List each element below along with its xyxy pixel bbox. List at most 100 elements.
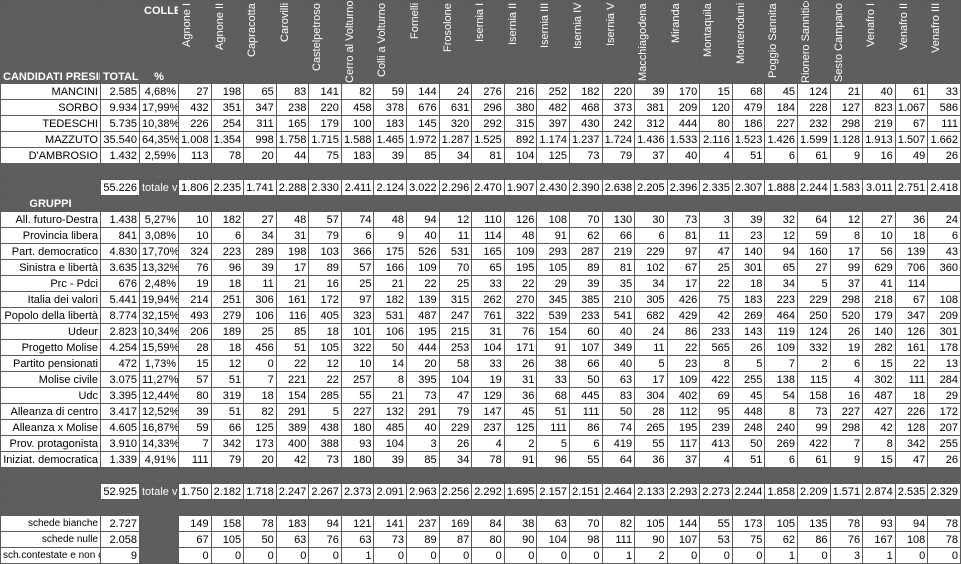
value-cell: 26 [504, 356, 537, 371]
value-cell: 269 [732, 308, 765, 323]
value-cell: 128 [895, 420, 928, 435]
value-cell: 149 [179, 516, 211, 531]
municipality-header: Isernia V [602, 1, 635, 83]
value-cell: 76 [179, 260, 211, 275]
value-cell: 676 [407, 100, 439, 115]
value-cell: 40 [602, 324, 635, 339]
value-cell: 11 [439, 228, 472, 243]
value-cell: 206 [179, 324, 211, 339]
value-cell: 178 [928, 340, 960, 355]
value-cell: 76 [504, 324, 537, 339]
value-cell: 182 [374, 292, 407, 307]
value-cell: 7 [765, 356, 797, 371]
group-row: Iniziat. democratica 1.339 4,91% 111 79 20 42 7… [1, 452, 960, 467]
value-cell: 1.750 [179, 484, 211, 499]
value-cell: 2.535 [895, 484, 928, 499]
value-cell: 468 [569, 100, 602, 115]
value-cell: 104 [537, 532, 569, 547]
value-cell: 12 [211, 356, 244, 371]
footer-total: 2.058 [101, 532, 139, 547]
value-cell: 1.718 [244, 484, 276, 499]
value-cell: 32 [765, 212, 797, 227]
value-cell: 140 [863, 324, 895, 339]
value-cell: 34 [635, 276, 667, 291]
municipality-header: Isernia I [472, 1, 504, 83]
value-cell: 270 [504, 292, 537, 307]
value-cell: 36 [504, 388, 537, 403]
value-cell: 37 [830, 276, 863, 291]
value-cell: 95 [700, 404, 732, 419]
value-cell: 154 [276, 388, 309, 403]
candidate-pct: 64,35% [140, 132, 178, 147]
value-cell: 182 [211, 212, 244, 227]
value-cell: 22 [667, 340, 700, 355]
value-cell: 9 [374, 228, 407, 243]
collegi-header: COLLEGI [144, 5, 178, 17]
group-total: 472 [101, 356, 139, 371]
group-pct: 32,15% [140, 308, 178, 323]
value-cell: 105 [211, 532, 244, 547]
value-cell: 132 [374, 404, 407, 419]
value-cell: 75 [700, 292, 732, 307]
value-cell: 33 [472, 356, 504, 371]
value-cell: 485 [374, 420, 407, 435]
value-cell: 139 [895, 244, 928, 259]
value-cell: 2.464 [602, 484, 635, 499]
value-cell: 1.662 [928, 132, 960, 147]
group-pct: 2,48% [140, 276, 178, 291]
value-cell: 17 [667, 276, 700, 291]
value-cell: 227 [765, 116, 797, 131]
value-cell: 2.874 [863, 484, 895, 499]
value-cell [928, 276, 960, 291]
value-cell: 31 [504, 372, 537, 387]
value-cell: 291 [407, 404, 439, 419]
value-cell: 140 [732, 244, 765, 259]
value-cell: 17 [830, 244, 863, 259]
value-cell: 39 [569, 276, 602, 291]
value-cell: 1.888 [765, 180, 797, 195]
value-cell: 1.571 [830, 484, 863, 499]
value-cell: 24 [635, 324, 667, 339]
value-cell: 73 [309, 452, 341, 467]
value-cell: 26 [439, 436, 472, 451]
group-pct: 12,44% [140, 388, 178, 403]
value-cell: 127 [830, 100, 863, 115]
value-cell: 108 [928, 292, 960, 307]
value-cell: 70 [439, 260, 472, 275]
value-cell: 94 [407, 212, 439, 227]
value-cell: 40 [667, 148, 700, 163]
value-cell: 293 [537, 244, 569, 259]
value-cell: 170 [667, 84, 700, 99]
value-cell: 34 [439, 452, 472, 467]
value-cell: 55 [569, 452, 602, 467]
value-cell: 23 [667, 356, 700, 371]
value-cell: 28 [179, 340, 211, 355]
value-cell: 311 [244, 116, 276, 131]
value-cell: 24 [439, 84, 472, 99]
value-cell: 12 [439, 212, 472, 227]
value-cell: 1.972 [407, 132, 439, 147]
value-cell: 68 [732, 84, 765, 99]
value-cell: 161 [895, 340, 928, 355]
value-cell: 8 [374, 372, 407, 387]
value-cell: 29 [928, 388, 960, 403]
value-cell: 195 [407, 324, 439, 339]
value-cell: 31 [472, 324, 504, 339]
value-cell: 360 [928, 260, 960, 275]
value-cell: 2 [635, 548, 667, 563]
value-cell: 482 [537, 100, 569, 115]
value-cell: 2.470 [472, 180, 504, 195]
value-cell: 223 [211, 244, 244, 259]
value-cell: 63 [276, 532, 309, 547]
value-cell: 40 [407, 228, 439, 243]
value-cell: 39 [244, 260, 276, 275]
value-cell: 220 [602, 84, 635, 99]
group-name: Prov. protagonista [1, 436, 100, 451]
municipality-name: Venafro I [865, 3, 878, 48]
group-name: Molise civile [1, 372, 100, 387]
value-cell: 15 [700, 84, 732, 99]
group-total: 4.605 [101, 420, 139, 435]
value-cell: 366 [341, 244, 374, 259]
value-cell: 2.091 [374, 484, 407, 499]
